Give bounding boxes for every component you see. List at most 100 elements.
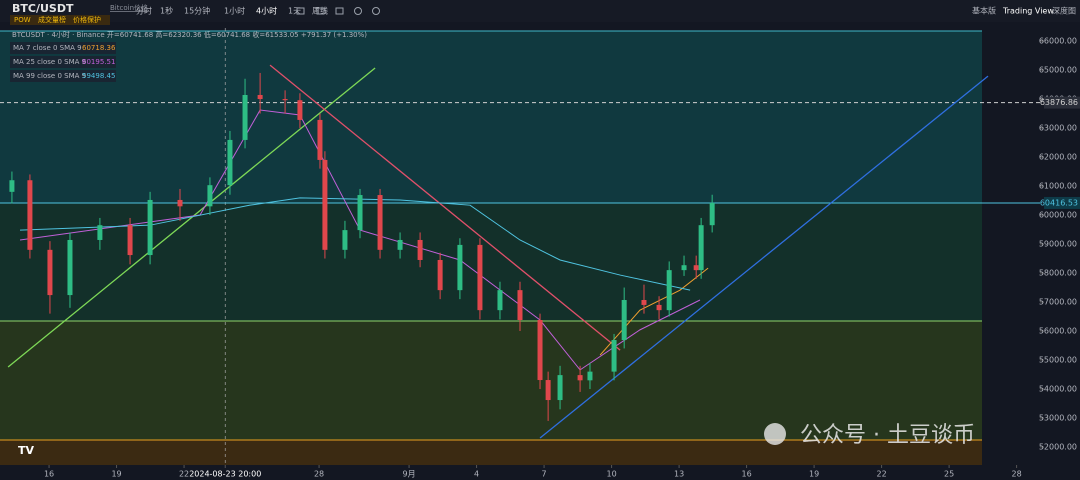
candle-body — [477, 244, 483, 311]
legend-value: 60195.51 — [82, 58, 115, 66]
price-label: 63876.86 — [1040, 98, 1078, 107]
interval[interactable]: 1小时 — [224, 6, 245, 16]
symbol[interactable]: BTC/USDT — [12, 2, 74, 15]
candle-body — [621, 300, 627, 341]
tv-logo: TV — [18, 444, 35, 457]
candle-body — [127, 225, 133, 256]
candle-body — [397, 239, 403, 250]
candle-body — [497, 290, 503, 311]
icon[interactable] — [316, 7, 325, 15]
candle-body — [227, 139, 233, 186]
x-tick-label: 19 — [809, 470, 819, 479]
interval-bar: 分时 1秒 15分钟 1小时 4小时 1天 周线 — [136, 6, 328, 16]
y-tick-label: 59000.00 — [1039, 240, 1077, 249]
x-tick-label: 2024-08-23 20:00 — [189, 470, 261, 479]
candle-body — [545, 380, 551, 401]
trend-line — [269, 64, 621, 351]
legend-name: MA 99 close 0 SMA 9 — [13, 72, 86, 80]
candle-body — [517, 290, 523, 321]
candle-body — [709, 202, 715, 226]
candle-body — [377, 195, 383, 250]
candle-body — [693, 265, 699, 271]
candle-body — [457, 244, 463, 291]
interval[interactable]: 1秒 — [160, 6, 173, 16]
candle-body — [417, 239, 423, 260]
x-tick-label: 16 — [741, 470, 751, 479]
y-tick-label: 65000.00 — [1039, 66, 1077, 75]
candle-body — [242, 94, 248, 140]
candle-body — [577, 375, 583, 381]
menu-item[interactable]: 基本版 — [972, 6, 996, 16]
x-tick-label: 22 — [876, 470, 886, 479]
legend-value: 59498.45 — [82, 72, 115, 80]
y-tick-label: 53000.00 — [1039, 414, 1077, 423]
interval[interactable]: 4小时 — [256, 6, 277, 16]
ma-line — [599, 267, 709, 356]
price-label-bg — [1044, 96, 1080, 109]
icon[interactable] — [354, 7, 362, 15]
plot-area — [0, 28, 1040, 465]
candle-body — [9, 180, 15, 192]
candle-body — [641, 300, 647, 305]
legend-name: MA 7 close 0 SMA 9 — [13, 44, 82, 52]
menu-item[interactable]: 深度图 — [1052, 6, 1076, 16]
y-tick-label: 60000.00 — [1039, 211, 1077, 220]
trend-line — [7, 67, 376, 368]
legend-value: 60718.36 — [82, 44, 116, 52]
candle-body — [611, 340, 617, 372]
tag[interactable]: 成交量榜 — [38, 15, 66, 24]
icon[interactable] — [335, 7, 344, 15]
icon[interactable] — [372, 7, 380, 15]
legend-bg — [10, 56, 116, 68]
toolbar-icons — [296, 7, 380, 15]
y-tick-label: 54000.00 — [1039, 385, 1077, 394]
x-tick-label: 19 — [111, 470, 121, 479]
candle-body — [47, 249, 53, 296]
y-tick-label: 57000.00 — [1039, 298, 1077, 307]
y-tick-label: 66000.00 — [1039, 37, 1077, 46]
tag-bar — [10, 15, 110, 25]
zone — [0, 31, 982, 203]
y-tick-label: 62000.00 — [1039, 153, 1077, 162]
x-tick-label: 10 — [606, 470, 616, 479]
candle-body — [681, 265, 687, 271]
interval[interactable]: 15分钟 — [184, 6, 210, 16]
x-tick-label: 7 — [542, 470, 547, 479]
y-tick-label: 63000.00 — [1039, 124, 1077, 133]
x-tick-label: 4 — [474, 470, 479, 479]
x-tick-label: 28 — [1012, 470, 1022, 479]
candle-body — [177, 199, 183, 207]
x-tick-label: 16 — [44, 470, 54, 479]
y-tick-label: 58000.00 — [1039, 269, 1077, 278]
candle-body — [437, 259, 443, 291]
candle-body — [322, 159, 328, 250]
candle-body — [557, 375, 563, 401]
x-tick-label: 22 — [179, 470, 189, 479]
candle-body — [27, 180, 33, 250]
watermark: 公众号 · 土豆谈币 — [800, 423, 975, 448]
y-tick-label: 52000.00 — [1039, 443, 1077, 452]
y-tick-label: 56000.00 — [1039, 327, 1077, 336]
zone — [0, 202, 982, 322]
subtitle[interactable]: Bitcoin价格 — [110, 3, 148, 12]
candle-body — [666, 270, 672, 311]
icon[interactable] — [296, 7, 305, 15]
candle-body — [537, 320, 543, 381]
legend: MA 7 close 0 SMA 9 60718.36 MA 25 close 0 … — [10, 42, 116, 82]
y-tick-label: 55000.00 — [1039, 356, 1077, 365]
interval[interactable]: 1天 — [288, 7, 301, 16]
candle-body — [257, 94, 263, 100]
price-label: 60416.53 — [1040, 198, 1078, 207]
x-tick-label: 9月 — [403, 470, 416, 479]
interval[interactable]: 分时 — [136, 6, 152, 16]
ma-line — [20, 197, 691, 291]
x-tick-label: 13 — [674, 470, 684, 479]
candle-body — [698, 225, 704, 271]
tag[interactable]: 价格保护 — [73, 15, 101, 24]
menu-item[interactable]: Trading View — [1002, 7, 1054, 16]
candle-body — [656, 304, 662, 311]
tag[interactable]: POW — [14, 16, 31, 24]
interval[interactable]: 周线 — [312, 6, 328, 16]
